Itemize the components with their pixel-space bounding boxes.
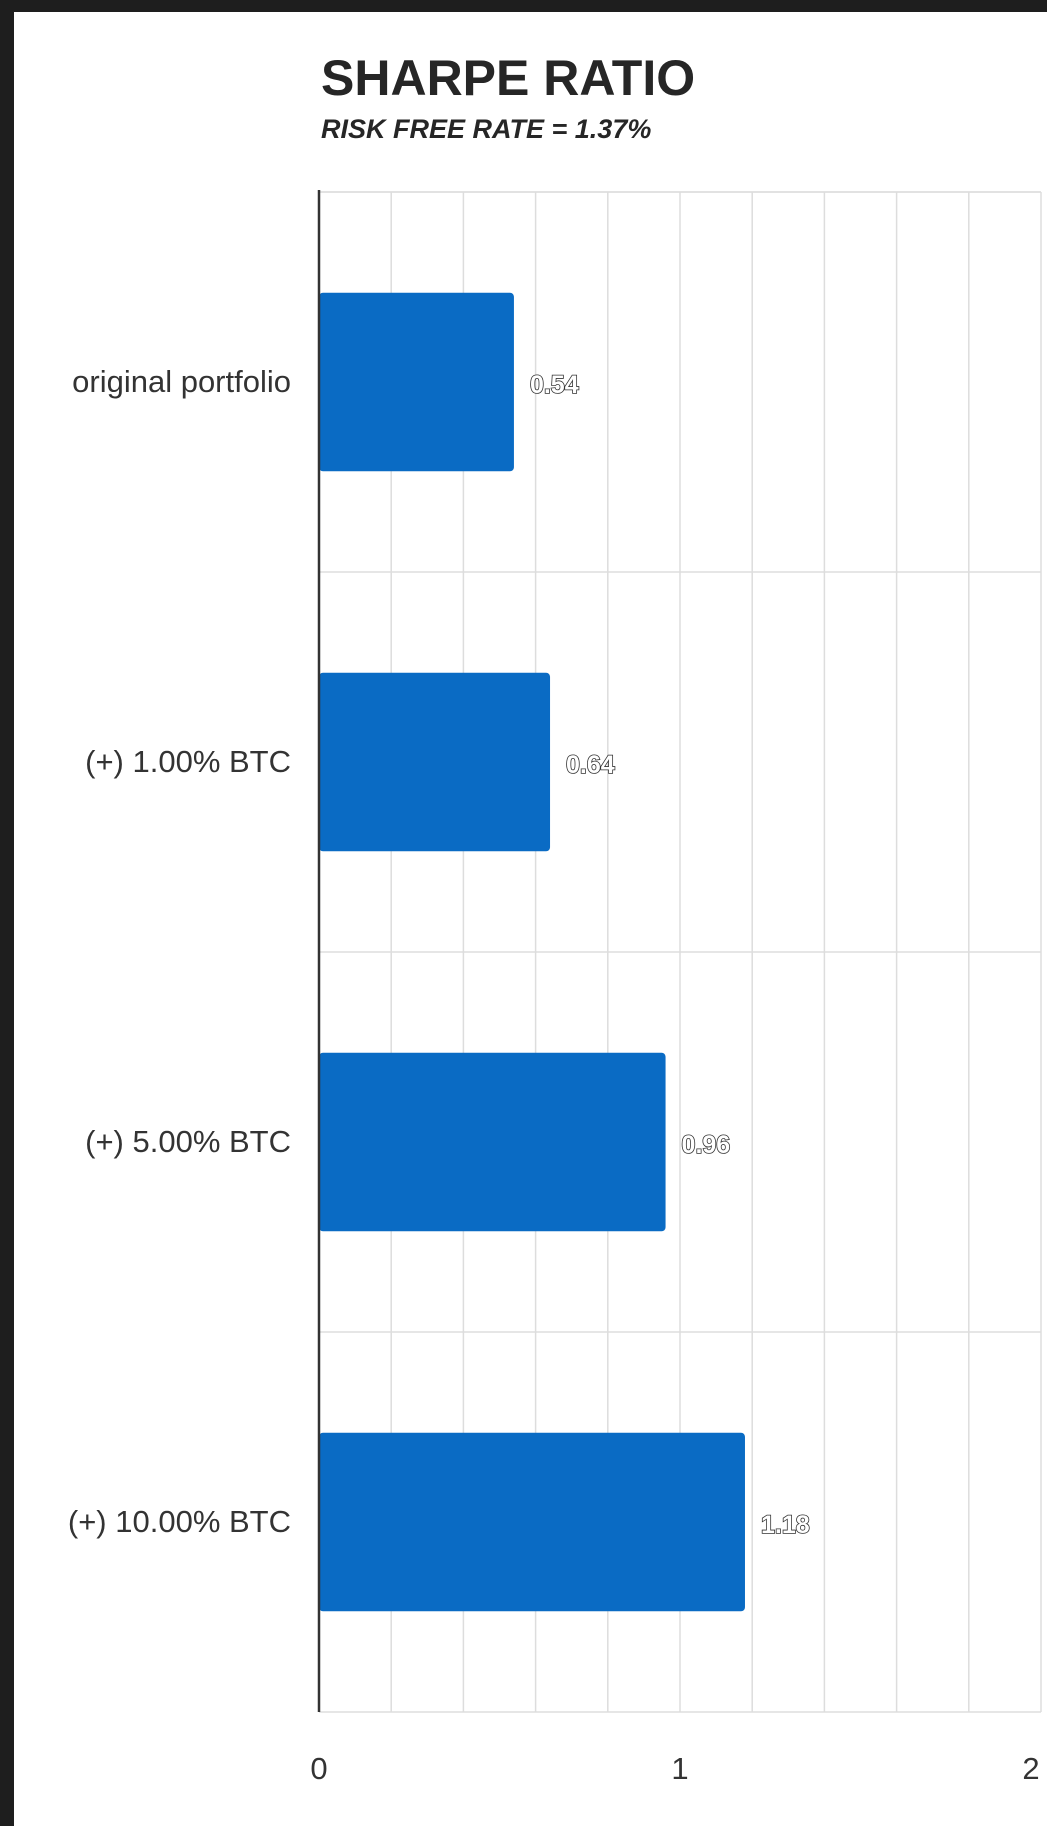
bar xyxy=(319,672,551,852)
bar-layer xyxy=(319,292,745,1612)
category-label: original portfolio xyxy=(72,364,291,399)
bar xyxy=(319,1052,666,1232)
label-layer: original portfolio 0.54 (+) 1.00% BTC 0.64 (… xyxy=(68,190,1040,1786)
chart-card: SHARPE RATIO RISK FREE RATE = 1.37% orig… xyxy=(14,12,1047,1826)
data-label: 0.54 xyxy=(530,371,579,399)
category-label: (+) 10.00% BTC xyxy=(68,1504,291,1539)
bar xyxy=(319,1432,745,1612)
data-label: 1.18 xyxy=(761,1511,810,1539)
x-tick-label: 0 xyxy=(310,1751,327,1786)
chart-title: SHARPE RATIO xyxy=(321,50,695,106)
category-label: (+) 1.00% BTC xyxy=(85,744,291,779)
x-tick-label: 2 xyxy=(1022,1751,1039,1786)
category-label: (+) 5.00% BTC xyxy=(85,1124,291,1159)
data-label: 0.96 xyxy=(682,1131,731,1159)
x-tick-label: 1 xyxy=(671,1751,688,1786)
bar xyxy=(319,292,514,472)
sharpe-ratio-chart: SHARPE RATIO RISK FREE RATE = 1.37% orig… xyxy=(68,50,1042,1786)
chart-subtitle: RISK FREE RATE = 1.37% xyxy=(321,114,651,144)
data-label: 0.64 xyxy=(566,751,615,779)
grid-layer xyxy=(319,191,1042,1713)
